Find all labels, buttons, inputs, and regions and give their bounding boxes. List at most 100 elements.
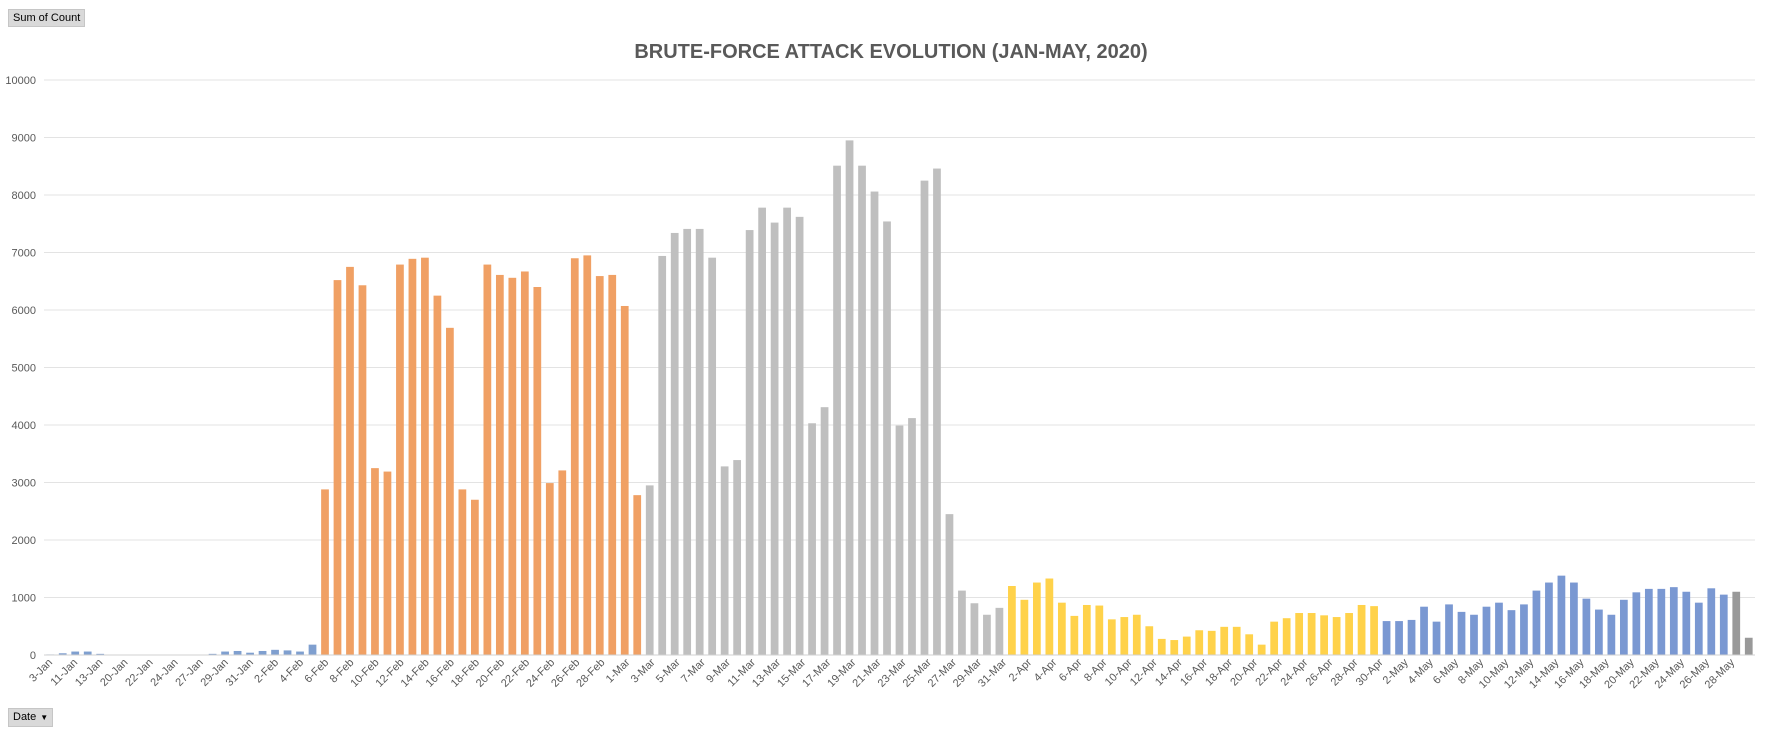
- bar: [1520, 604, 1528, 655]
- bar: [308, 644, 317, 655]
- bar: [1682, 591, 1691, 655]
- y-tick-label: 2000: [12, 535, 36, 547]
- x-tick-label: 4-Apr: [1032, 656, 1060, 684]
- bar: [221, 651, 229, 655]
- bar: [495, 274, 504, 655]
- bar: [1270, 621, 1279, 655]
- bar: [945, 514, 954, 656]
- bar: [1545, 582, 1553, 655]
- y-tick-label: 1000: [12, 593, 36, 605]
- bar: [745, 230, 754, 655]
- bar: [1095, 605, 1104, 655]
- x-tick-label: 28-Feb: [574, 657, 607, 690]
- bar: [608, 274, 617, 655]
- bar: [483, 264, 492, 655]
- bar: [433, 295, 442, 656]
- bar: [396, 264, 404, 655]
- bar: [1370, 606, 1378, 656]
- bar: [995, 607, 1004, 655]
- bar: [1195, 630, 1204, 655]
- bar: [958, 590, 966, 655]
- bar: [870, 191, 879, 656]
- axis-field-button[interactable]: Date ▼: [8, 708, 54, 727]
- bar: [1145, 626, 1154, 655]
- x-tick-label: 16-Apr: [1178, 656, 1210, 688]
- x-tick-label: 5-Mar: [654, 656, 683, 685]
- bar: [783, 207, 791, 655]
- bar: [333, 280, 342, 655]
- bar: [720, 466, 729, 655]
- bar: [1320, 615, 1328, 655]
- axis-field-label: Date: [13, 711, 37, 723]
- bar: [1107, 619, 1116, 655]
- bar: [96, 653, 105, 655]
- bar: [1669, 587, 1678, 655]
- bar: [358, 285, 367, 655]
- bar: [1657, 588, 1666, 656]
- bar: [1632, 592, 1641, 655]
- bar: [421, 257, 429, 655]
- bar: [670, 232, 679, 655]
- x-tick-label: 7-Mar: [679, 656, 708, 685]
- x-tick-label: 18-Apr: [1203, 656, 1235, 688]
- y-tick-label: 6000: [12, 305, 36, 317]
- bar: [83, 651, 92, 655]
- bar: [1070, 615, 1079, 655]
- bar: [983, 614, 991, 655]
- x-tick-label: 28-Apr: [1329, 656, 1361, 688]
- bar: [1307, 613, 1316, 655]
- bar: [658, 255, 667, 655]
- bar: [346, 266, 354, 656]
- bar: [1482, 606, 1491, 655]
- bar: [296, 651, 304, 655]
- bar: [1332, 617, 1341, 655]
- x-axis-tick-labels: 3-Jan11-Jan13-Jan20-Jan22-Jan24-Jan27-Ja…: [27, 656, 1737, 691]
- bar: [471, 499, 479, 655]
- y-tick-label: 5000: [12, 363, 36, 375]
- bar: [570, 258, 579, 655]
- values-field-button[interactable]: Sum of Count: [8, 9, 86, 27]
- bar: [1295, 613, 1304, 655]
- x-tick-label: 2-Feb: [252, 657, 281, 686]
- bar: [1382, 621, 1391, 655]
- bar: [520, 271, 529, 655]
- bar: [1607, 614, 1616, 655]
- bar: [1557, 575, 1566, 655]
- dropdown-arrow-icon: ▼: [40, 713, 49, 722]
- bar: [733, 460, 742, 655]
- bar: [1595, 609, 1603, 655]
- bar: [1357, 604, 1366, 655]
- x-tick-label: 10-Apr: [1103, 656, 1135, 688]
- x-tick-label: 31-Jan: [224, 657, 256, 689]
- bar: [620, 305, 629, 655]
- bar: [508, 277, 517, 655]
- bar: [933, 168, 941, 656]
- bar: [1207, 630, 1216, 655]
- y-tick-label: 7000: [12, 248, 36, 260]
- x-tick-label: 3-Mar: [629, 656, 658, 685]
- y-tick-label: 0: [30, 650, 36, 662]
- bar: [820, 407, 829, 655]
- bar: [1132, 614, 1141, 655]
- bar: [1507, 610, 1516, 655]
- bar: [1644, 588, 1653, 656]
- bar: [208, 653, 217, 655]
- y-tick-label: 9000: [12, 133, 36, 145]
- x-tick-label: 6-Feb: [302, 657, 331, 686]
- bar: [695, 228, 704, 655]
- bar: [1707, 588, 1716, 655]
- x-tick-label: 1-Mar: [604, 656, 633, 685]
- bar: [595, 276, 604, 655]
- bar: [1170, 640, 1179, 655]
- bar: [321, 489, 329, 655]
- bar: [1744, 637, 1753, 655]
- bar: [1495, 602, 1503, 655]
- bar: [920, 180, 929, 656]
- x-tick-label: 24-Apr: [1278, 656, 1310, 688]
- bar: [1182, 636, 1191, 655]
- bar: [545, 483, 554, 655]
- values-field-label: Sum of Count: [13, 12, 81, 24]
- x-tick-label: 2-May: [1381, 656, 1411, 686]
- x-tick-label: 6-May: [1431, 656, 1461, 686]
- bar: [1407, 619, 1416, 655]
